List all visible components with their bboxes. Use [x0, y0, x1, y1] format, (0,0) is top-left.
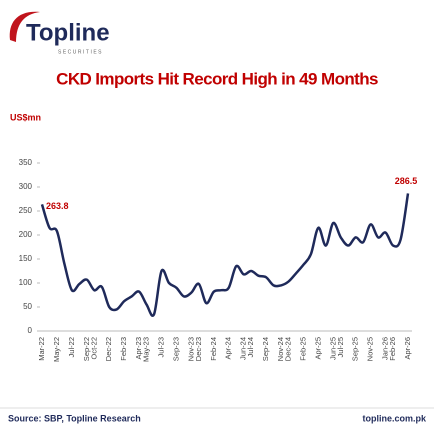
data-label: 263.8	[46, 201, 69, 211]
source: Source: SBP, Topline Research	[8, 413, 141, 423]
x-tick-label: Sep-24	[261, 337, 270, 361]
x-tick-label: Dec-22	[104, 337, 113, 361]
line	[40, 193, 410, 317]
x-tick-label: Dec-24	[283, 337, 292, 361]
x-tick-label: Oct-22	[89, 337, 98, 360]
x-tick-label: Feb-25	[298, 337, 307, 361]
x-tick-label: Apr-24	[224, 337, 233, 360]
y-axis-label: US$mn	[10, 112, 41, 122]
y-tick-label: 350	[19, 158, 33, 167]
logo-name: Topline	[26, 19, 110, 46]
y-tick-label: 100	[19, 278, 33, 287]
data-label: 286.5	[395, 176, 418, 186]
y-tick-label: 300	[19, 182, 33, 191]
x-tick-label: May-23	[142, 337, 151, 362]
y-tick-label: 250	[19, 206, 33, 215]
x-tick-label: Feb-24	[209, 337, 218, 361]
x-tick-label: Jul-22	[67, 337, 76, 357]
x-tick-label: Dec-23	[194, 337, 203, 361]
x-tick-label: Sep-22	[82, 337, 91, 361]
y-tick-label: 150	[19, 254, 33, 263]
y-tick-label: 200	[19, 230, 33, 239]
x-tick-label: Apr-25	[313, 337, 322, 360]
x-tick-label: Jan-26	[381, 337, 390, 360]
x-tick-label: Jul-25	[336, 337, 345, 357]
y-tick-label: 0	[28, 326, 33, 335]
x-tick-label: Jul-23	[156, 337, 165, 357]
logo-swoosh	[9, 11, 40, 42]
x-tick-label: Apr-23	[134, 337, 143, 360]
x-tick-label: Sep-25	[351, 337, 360, 361]
logo-tagline: SECURITIES	[58, 49, 103, 55]
x-tick-label: Sep-23	[171, 337, 180, 361]
website: topline.com.pk	[362, 413, 427, 423]
y-tick-label: 50	[23, 302, 32, 311]
x-tick-label: Jun-24	[239, 337, 248, 360]
x-tick-label: Jul-24	[246, 337, 255, 357]
x-tick-label: Feb-23	[119, 337, 128, 361]
x-tick-label: Mar-22	[37, 337, 46, 361]
chart-title: CKD Imports Hit Record High in 49 Months	[56, 69, 378, 88]
x-tick-label: Nov-25	[366, 337, 375, 361]
x-tick-label: Feb-26	[388, 337, 397, 361]
x-tick-label: Nov-23	[186, 337, 195, 361]
x-tick-label: Apr-26	[403, 337, 412, 360]
x-tick-label: Nov-24	[276, 337, 285, 361]
x-tick-label: Jun-25	[328, 337, 337, 360]
x-tick-label: May-22	[52, 337, 61, 362]
